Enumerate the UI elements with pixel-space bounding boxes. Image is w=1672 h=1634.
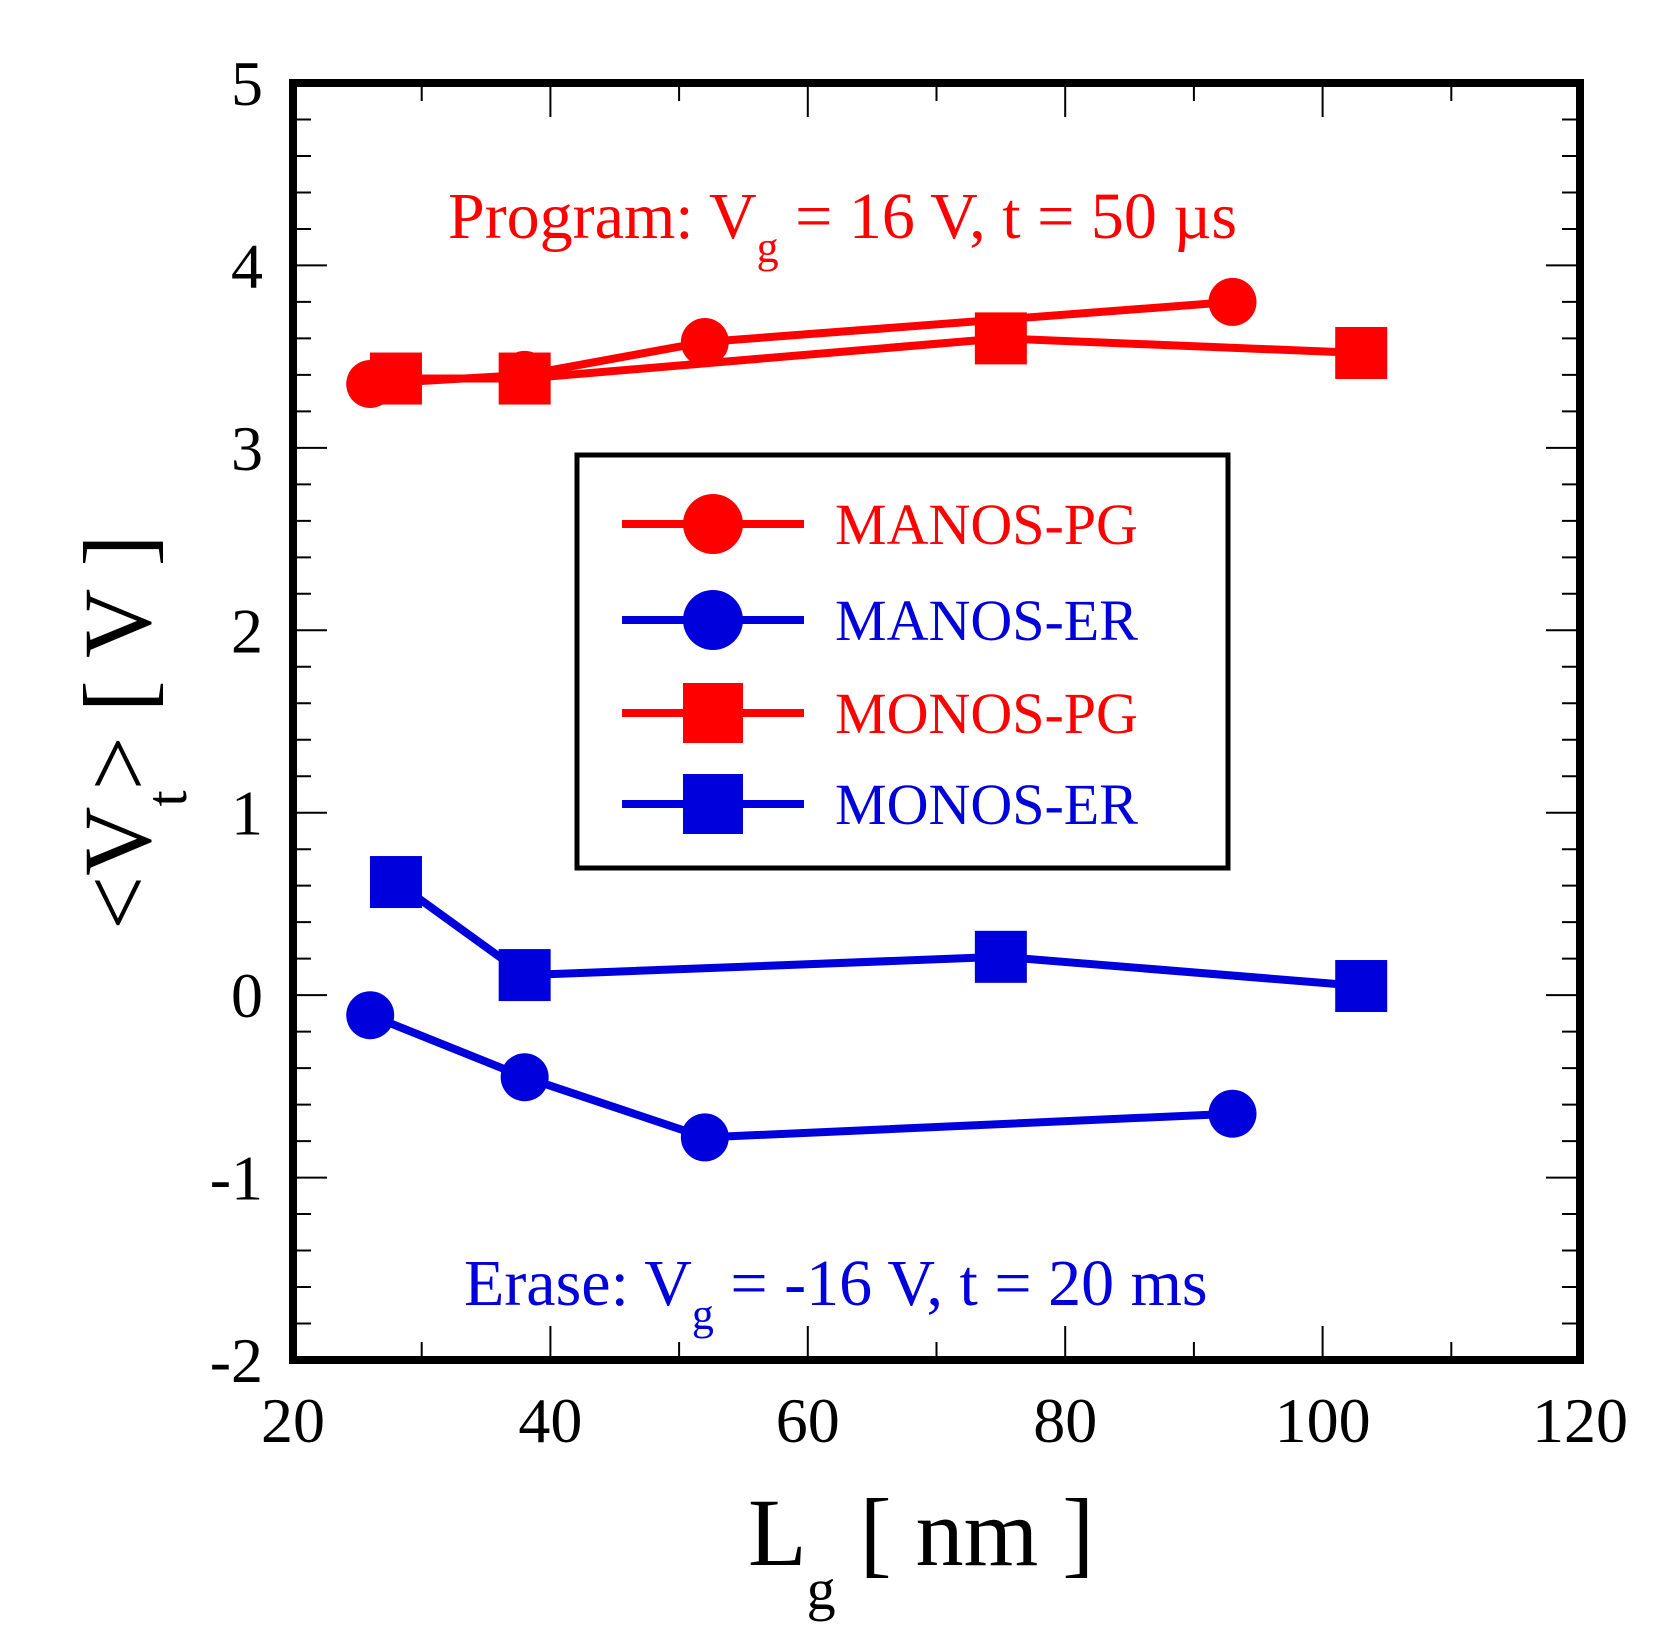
y-axis-title: <Vt> [ V ] [64,534,199,930]
manos-er-point-4 [1208,1089,1257,1138]
legend-label-manos-pg: MANOS-PG [835,492,1138,557]
manos-er-point-1 [346,991,395,1040]
axis-labels: 20 40 60 80 100 120 -2 -1 0 1 2 3 4 5 Lg [ nm ] <Vt> [ … [64,48,1628,1622]
y-tick-label: 0 [231,960,263,1031]
plot-frame [289,79,1584,1364]
monos-pg-point-1 [369,352,422,405]
monos-er-point-2 [498,949,551,1002]
legend-label-monos-er: MONOS-ER [835,772,1138,837]
annotations: Program: Vg = 16 V, t = 50 µs Erase: Vg =… [448,180,1237,1339]
x-tick-label: 60 [776,1385,840,1456]
monos-er-point-3 [974,930,1027,983]
x-tick-label: 120 [1532,1385,1628,1456]
x-tick-label: 40 [518,1385,582,1456]
legend-label-monos-pg: MONOS-PG [835,681,1138,746]
y-tick-label: 1 [231,778,263,849]
legend: MANOS-PG MANOS-ER MONOS-PG MONOS-ER [574,452,1231,871]
y-tick-label: 2 [231,595,263,666]
y-tick-label: 4 [231,230,263,301]
manos-er-line [368,1011,1233,1142]
erase-annotation: Erase: Vg = -16 V, t = 20 ms [464,1247,1208,1339]
manos-pg-point-4 [1208,277,1257,326]
monos-er-point-1 [369,856,422,909]
legend-marker-monos-er [683,774,743,834]
y-tick-label: 5 [231,48,263,119]
y-tick-label: -2 [210,1325,263,1396]
legend-marker-manos-pg [683,494,743,554]
legend-marker-monos-pg [683,683,743,743]
monos-pg-point-2 [498,352,551,405]
program-annotation: Program: Vg = 16 V, t = 50 µs [448,180,1237,272]
legend-label-manos-er: MANOS-ER [835,588,1138,653]
plot-series [346,277,1388,1162]
manos-pg-point-3 [680,318,729,367]
x-tick-label: 80 [1033,1385,1097,1456]
y-tick-label: -1 [210,1143,263,1214]
monos-pg-point-4 [1335,326,1388,379]
manos-er-point-3 [680,1113,729,1162]
manos-er-point-2 [500,1053,549,1102]
monos-er-point-4 [1335,960,1388,1013]
plot-border [289,79,1584,1364]
x-tick-label: 100 [1275,1385,1371,1456]
monos-pg-line [396,334,1362,383]
x-axis-title: Lg [ nm ] [748,1479,1094,1622]
legend-marker-manos-er [683,590,743,650]
monos-pg-point-3 [974,312,1027,365]
x-tick-label: 20 [261,1385,325,1456]
monos-er-line [393,878,1362,990]
y-tick-label: 3 [231,413,263,484]
